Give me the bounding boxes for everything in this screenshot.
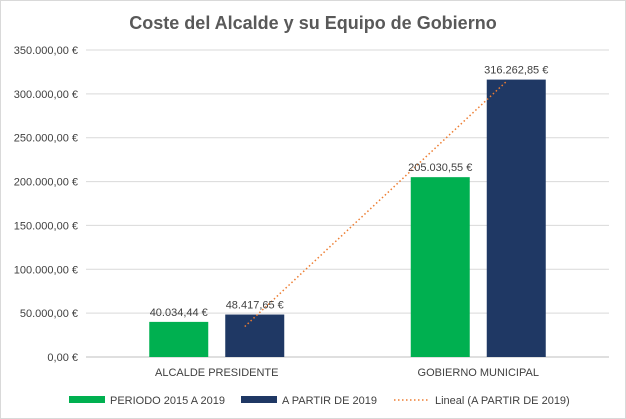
grid-lines	[86, 49, 609, 358]
y-tick-label: 0,00 €	[47, 352, 78, 364]
legend-item: Lineal (A PARTIR DE 2019)	[394, 395, 570, 407]
legend-label: A PARTIR DE 2019	[282, 395, 377, 407]
legend-swatch	[241, 396, 277, 403]
chart-title: Coste del Alcalde y su Equipo de Gobiern…	[129, 13, 496, 33]
category-label: GOBIERNO MUNICIPAL	[418, 367, 539, 379]
data-label: 316.262,85 €	[484, 65, 548, 77]
data-label: 48.417,65 €	[226, 300, 284, 312]
data-labels: 40.034,44 € 48.417,65 € 205.030,55 € 316.26…	[150, 65, 549, 319]
bar	[410, 177, 470, 357]
y-tick-label: 300.000,00 €	[14, 89, 78, 101]
category-labels: ALCALDE PRESIDENTE GOBIERNO MUNICIPAL	[155, 367, 539, 379]
y-tick-label: 200.000,00 €	[14, 177, 78, 189]
y-axis-ticks: 0,00 € 50.000,00 € 100.000,00 € 150.000,00 …	[14, 45, 78, 364]
y-tick-label: 250.000,00 €	[14, 133, 78, 145]
legend-swatch	[69, 396, 105, 403]
legend: PERIODO 2015 A 2019 A PARTIR DE 2019 Linea…	[69, 395, 570, 407]
data-label: 205.030,55 €	[408, 162, 472, 174]
bar	[149, 321, 209, 357]
category-label: ALCALDE PRESIDENTE	[155, 367, 278, 379]
y-tick-label: 150.000,00 €	[14, 220, 78, 232]
y-tick-label: 100.000,00 €	[14, 264, 78, 276]
legend-label: PERIODO 2015 A 2019	[110, 395, 225, 407]
legend-item: A PARTIR DE 2019	[241, 395, 377, 407]
legend-item: PERIODO 2015 A 2019	[69, 395, 225, 407]
bars	[149, 79, 546, 358]
y-tick-label: 50.000,00 €	[20, 308, 78, 320]
legend-label: Lineal (A PARTIR DE 2019)	[435, 395, 570, 407]
bar	[486, 79, 546, 358]
bar	[225, 314, 285, 357]
y-tick-label: 350.000,00 €	[14, 45, 78, 57]
data-label: 40.034,44 €	[150, 307, 208, 319]
